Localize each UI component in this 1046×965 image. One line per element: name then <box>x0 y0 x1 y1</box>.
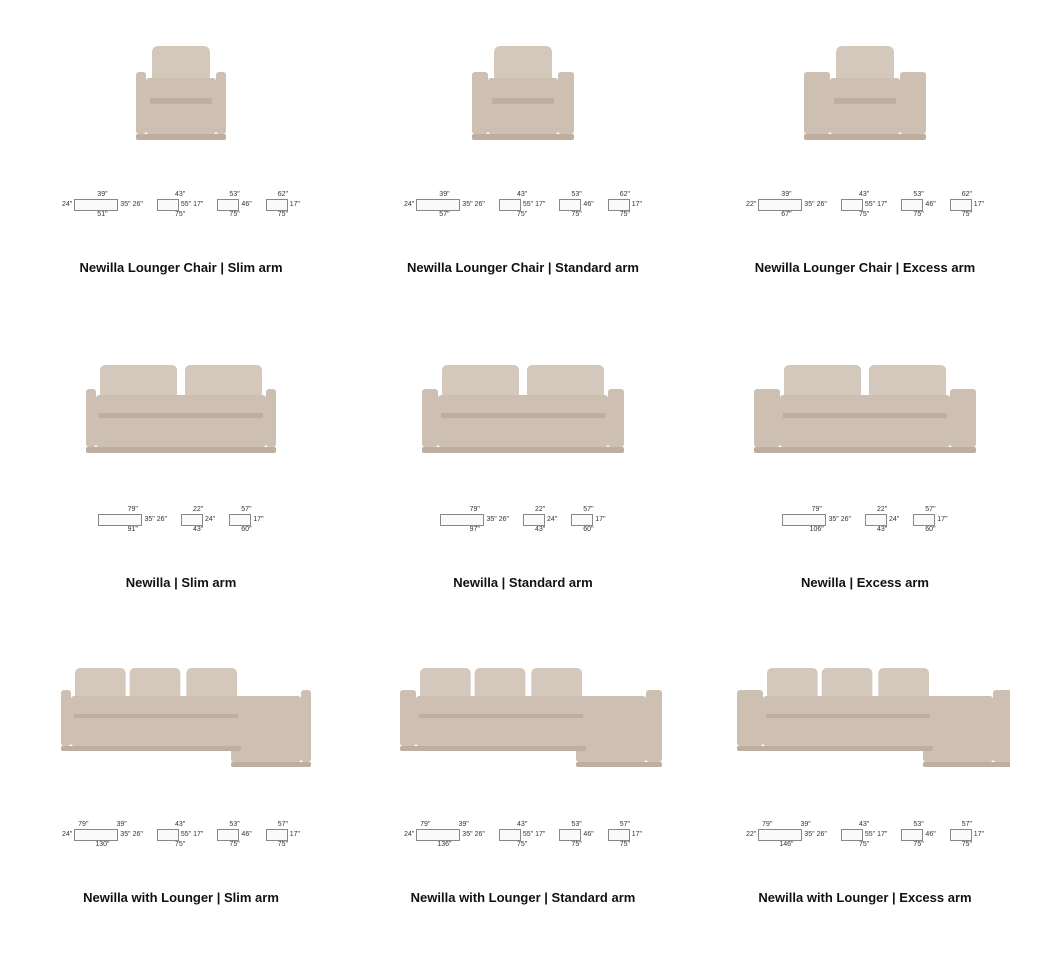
dimension-block: 22" 24" 43" <box>523 506 557 533</box>
dimension-block: 79"39" 24" 35" 26" 136" <box>404 821 485 848</box>
product-cell: 39" 24" 35" 26" 57" 43" 55" 17" 75" 53" … <box>357 20 689 275</box>
product-image <box>378 650 668 780</box>
dimension-block: 39" 22" 35" 26" 67" <box>746 191 827 218</box>
product-title: Newilla Lounger Chair | Standard arm <box>407 260 639 275</box>
product-image <box>720 650 1010 780</box>
dimension-block: 53" 46" 75" <box>901 821 935 848</box>
dimension-block: 62" 17" 75" <box>608 191 642 218</box>
product-cell: 79" 35" 26" 91" 22" 24" 43" 57" 17" 60" … <box>15 335 347 590</box>
dimension-block: 53" 46" 75" <box>217 191 251 218</box>
dimension-block: 79"39" 24" 35" 26" 130" <box>62 821 143 848</box>
product-image <box>36 650 326 780</box>
dimension-block: 62" 17" 75" <box>950 191 984 218</box>
dimension-diagram: 79"39" 24" 35" 26" 136" 43" 55" 17" 75" … <box>404 810 642 860</box>
product-grid: 39" 24" 35" 26" 51" 43" 55" 17" 75" 53" … <box>15 20 1031 905</box>
product-title: Newilla with Lounger | Standard arm <box>411 890 636 905</box>
dimension-block: 39" 24" 35" 26" 51" <box>62 191 143 218</box>
product-cell: 39" 24" 35" 26" 51" 43" 55" 17" 75" 53" … <box>15 20 347 275</box>
product-cell: 79" 35" 26" 106" 22" 24" 43" 57" 17" 60"… <box>699 335 1031 590</box>
dimension-block: 43" 55" 17" 75" <box>841 191 888 218</box>
dimension-diagram: 79" 35" 26" 97" 22" 24" 43" 57" 17" 60" <box>440 495 605 545</box>
dimension-diagram: 39" 24" 35" 26" 57" 43" 55" 17" 75" 53" … <box>404 180 642 230</box>
dimension-block: 79" 35" 26" 91" <box>98 506 167 533</box>
dimension-block: 57" 17" 75" <box>608 821 642 848</box>
product-image <box>403 335 643 465</box>
product-cell: 79"39" 24" 35" 26" 130" 43" 55" 17" 75" … <box>15 650 347 905</box>
dimension-diagram: 39" 22" 35" 26" 67" 43" 55" 17" 75" 53" … <box>746 180 984 230</box>
dimension-block: 43" 55" 17" 75" <box>499 821 546 848</box>
product-cell: 79"39" 24" 35" 26" 136" 43" 55" 17" 75" … <box>357 650 689 905</box>
dimension-diagram: 79" 35" 26" 91" 22" 24" 43" 57" 17" 60" <box>98 495 263 545</box>
dimension-block: 79" 35" 26" 97" <box>440 506 509 533</box>
product-cell: 79"39" 22" 35" 26" 146" 43" 55" 17" 75" … <box>699 650 1031 905</box>
product-title: Newilla | Standard arm <box>453 575 592 590</box>
dimension-block: 53" 46" 75" <box>559 191 593 218</box>
dimension-block: 22" 24" 43" <box>181 506 215 533</box>
dimension-block: 43" 55" 17" 75" <box>157 191 204 218</box>
product-title: Newilla | Excess arm <box>801 575 929 590</box>
dimension-block: 53" 46" 75" <box>217 821 251 848</box>
dimension-diagram: 39" 24" 35" 26" 51" 43" 55" 17" 75" 53" … <box>62 180 300 230</box>
product-title: Newilla with Lounger | Slim arm <box>83 890 279 905</box>
dimension-block: 62" 17" 75" <box>266 191 300 218</box>
product-image <box>745 335 985 465</box>
dimension-diagram: 79"39" 22" 35" 26" 146" 43" 55" 17" 75" … <box>746 810 984 860</box>
product-image <box>111 20 251 150</box>
dimension-block: 43" 55" 17" 75" <box>499 191 546 218</box>
dimension-block: 22" 24" 43" <box>865 506 899 533</box>
product-title: Newilla with Lounger | Excess arm <box>758 890 971 905</box>
dimension-block: 79"39" 22" 35" 26" 146" <box>746 821 827 848</box>
dimension-block: 79" 35" 26" 106" <box>782 506 851 533</box>
product-image <box>795 20 935 150</box>
product-cell: 79" 35" 26" 97" 22" 24" 43" 57" 17" 60" … <box>357 335 689 590</box>
dimension-block: 57" 17" 75" <box>266 821 300 848</box>
dimension-block: 57" 17" 60" <box>913 506 947 533</box>
dimension-diagram: 79"39" 24" 35" 26" 130" 43" 55" 17" 75" … <box>62 810 300 860</box>
product-title: Newilla | Slim arm <box>126 575 237 590</box>
dimension-block: 57" 17" 75" <box>950 821 984 848</box>
product-image <box>61 335 301 465</box>
dimension-block: 53" 46" 75" <box>901 191 935 218</box>
product-title: Newilla Lounger Chair | Slim arm <box>79 260 282 275</box>
dimension-block: 57" 17" 60" <box>571 506 605 533</box>
product-title: Newilla Lounger Chair | Excess arm <box>755 260 975 275</box>
dimension-block: 43" 55" 17" 75" <box>841 821 888 848</box>
product-image <box>453 20 593 150</box>
dimension-block: 39" 24" 35" 26" 57" <box>404 191 485 218</box>
dimension-block: 43" 55" 17" 75" <box>157 821 204 848</box>
dimension-block: 57" 17" 60" <box>229 506 263 533</box>
dimension-block: 53" 46" 75" <box>559 821 593 848</box>
product-cell: 39" 22" 35" 26" 67" 43" 55" 17" 75" 53" … <box>699 20 1031 275</box>
dimension-diagram: 79" 35" 26" 106" 22" 24" 43" 57" 17" 60" <box>782 495 947 545</box>
